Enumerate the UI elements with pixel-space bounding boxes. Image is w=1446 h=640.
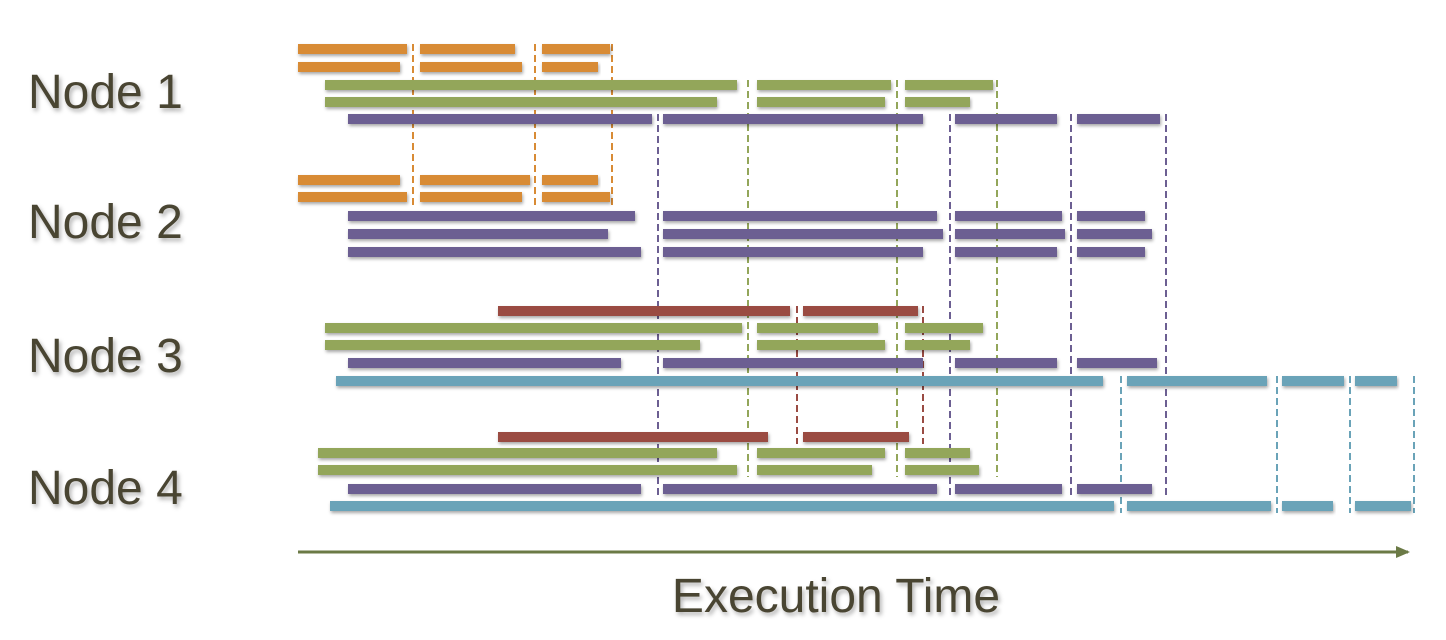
task-bar-green-r3-s1 [757, 97, 885, 107]
task-bar-green-r12-s2 [905, 340, 970, 350]
task-bar-green-r17-s1 [757, 465, 872, 475]
task-bar-purple-r7-s2 [955, 211, 1062, 221]
task-bar-orange-r0-s0 [298, 44, 407, 54]
task-bar-orange-r5-s0 [298, 175, 400, 185]
task-bar-orange-r5-s1 [420, 175, 530, 185]
task-bar-purple-r4-s1 [663, 114, 923, 124]
task-bar-green-r17-s0 [318, 465, 737, 475]
task-bar-red-r15-s1 [803, 432, 909, 442]
task-bar-green-r16-s1 [757, 448, 885, 458]
task-bar-purple-r18-s0 [348, 484, 641, 494]
task-bar-orange-r6-s0 [298, 192, 407, 202]
execution-time-label: Execution Time [672, 570, 1000, 623]
task-bar-orange-r0-s2 [542, 44, 610, 54]
task-bar-purple-r4-s0 [348, 114, 652, 124]
task-bar-purple-r4-s2 [955, 114, 1057, 124]
task-bar-red-r10-s1 [803, 306, 918, 316]
task-bar-purple-r18-s1 [663, 484, 937, 494]
task-bar-green-r2-s2 [905, 80, 993, 90]
task-bar-green-r2-s1 [757, 80, 891, 90]
task-bar-orange-r1-s1 [420, 62, 522, 72]
task-bar-orange-r1-s2 [542, 62, 598, 72]
task-bar-purple-r9-s2 [955, 247, 1057, 257]
task-bar-orange-r1-s0 [298, 62, 400, 72]
task-bar-green-r16-s2 [905, 448, 970, 458]
task-bar-purple-r7-s1 [663, 211, 937, 221]
task-bar-red-r10-s0 [498, 306, 790, 316]
task-bar-green-r11-s0 [325, 323, 742, 333]
task-bar-purple-r4-s3 [1077, 114, 1160, 124]
task-bar-green-r11-s1 [757, 323, 878, 333]
task-bar-blue-r14-s1 [1127, 376, 1267, 386]
task-bar-purple-r9-s0 [348, 247, 641, 257]
task-bar-purple-r18-s3 [1077, 484, 1152, 494]
task-bar-purple-r13-s3 [1077, 358, 1157, 368]
node-3-label: Node 3 [28, 330, 183, 383]
task-bar-purple-r13-s2 [955, 358, 1057, 368]
task-bars [298, 44, 1411, 511]
task-bar-blue-r14-s3 [1355, 376, 1397, 386]
node-1-label: Node 1 [28, 66, 183, 119]
task-bar-blue-r19-s2 [1282, 501, 1333, 511]
task-bar-green-r17-s2 [905, 465, 979, 475]
task-bar-purple-r7-s3 [1077, 211, 1145, 221]
task-bar-purple-r8-s3 [1077, 229, 1152, 239]
task-bar-red-r15-s0 [498, 432, 768, 442]
task-bar-orange-r5-s2 [542, 175, 598, 185]
task-bar-purple-r7-s0 [348, 211, 635, 221]
task-bar-blue-r19-s3 [1355, 501, 1411, 511]
task-bar-green-r12-s1 [757, 340, 885, 350]
task-bar-orange-r6-s1 [420, 192, 522, 202]
task-bar-purple-r8-s1 [663, 229, 943, 239]
task-bar-orange-r0-s1 [420, 44, 515, 54]
task-bar-green-r11-s2 [905, 323, 983, 333]
node-2-label: Node 2 [28, 196, 183, 249]
task-bar-green-r12-s0 [325, 340, 700, 350]
task-bar-green-r2-s0 [325, 80, 737, 90]
task-bar-purple-r9-s3 [1077, 247, 1145, 257]
task-bar-green-r16-s0 [318, 448, 717, 458]
task-bar-green-r3-s2 [905, 97, 970, 107]
task-bar-blue-r14-s2 [1282, 376, 1344, 386]
task-bar-purple-r9-s1 [663, 247, 923, 257]
task-bar-purple-r13-s1 [663, 358, 923, 368]
task-bar-purple-r13-s0 [348, 358, 621, 368]
task-bar-green-r3-s0 [325, 97, 717, 107]
task-bar-purple-r8-s0 [348, 229, 608, 239]
task-bar-orange-r6-s2 [542, 192, 610, 202]
task-bar-purple-r18-s2 [955, 484, 1062, 494]
task-bar-blue-r14-s0 [336, 376, 1103, 386]
node-4-label: Node 4 [28, 462, 183, 515]
task-bar-purple-r8-s2 [955, 229, 1065, 239]
task-bar-blue-r19-s1 [1127, 501, 1271, 511]
task-bar-blue-r19-s0 [330, 501, 1114, 511]
